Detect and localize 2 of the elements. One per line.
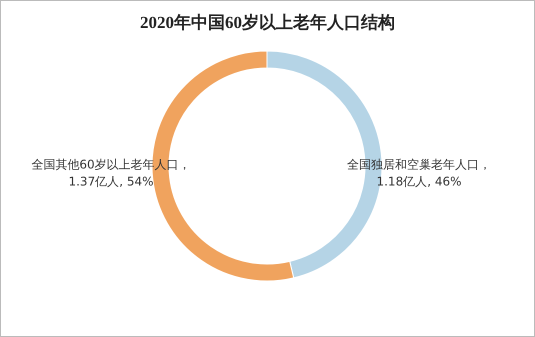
chart-title: 2020年中国60岁以上老年人口结构 <box>140 13 395 32</box>
slice-label: 全国独居和空巢老年人口，1.18亿人, 46% <box>347 158 491 188</box>
